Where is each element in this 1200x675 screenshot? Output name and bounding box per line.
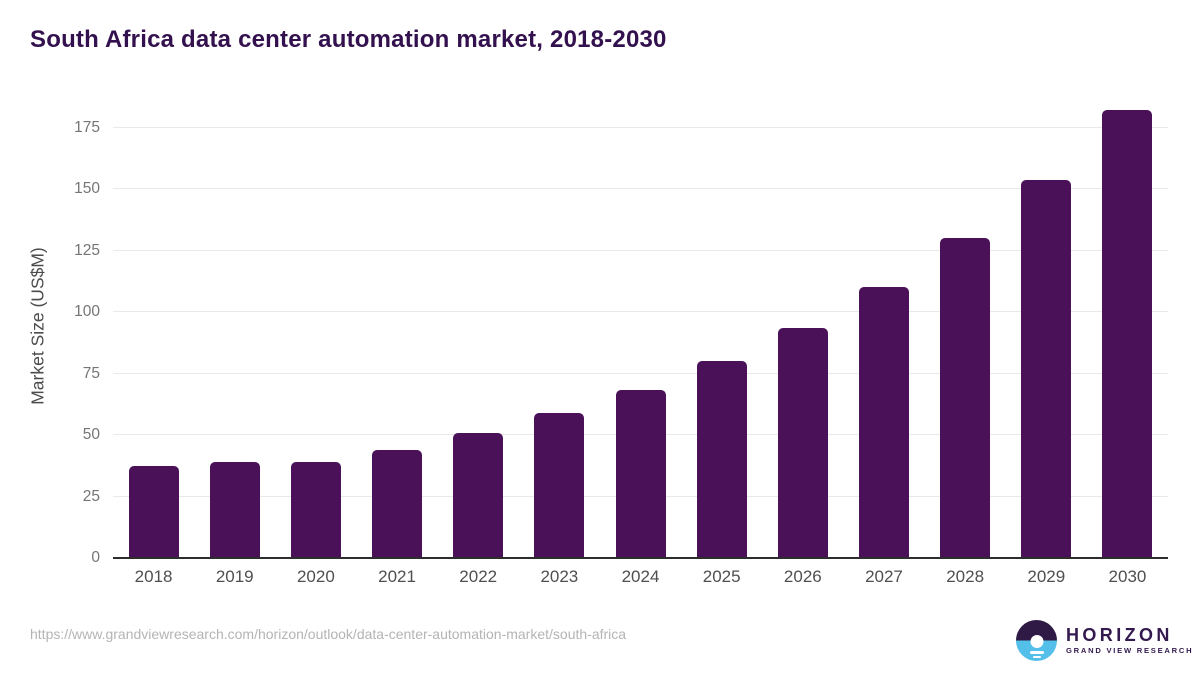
bar-slot: [600, 98, 681, 558]
x-tick-label: 2020: [296, 567, 335, 586]
logo-reflection-line-icon: [1029, 651, 1044, 654]
bar-slot: [925, 98, 1006, 558]
x-tick-label: 2027: [865, 567, 903, 586]
bar-2022: [453, 432, 504, 558]
x-tick-label: 2026: [783, 567, 822, 586]
x-tick-label: 2018: [134, 567, 173, 586]
bar-slot: [762, 98, 843, 558]
bar-slot: [194, 98, 275, 558]
bar-slot: [356, 98, 437, 558]
bar-2024: [615, 389, 666, 558]
logo-sun-icon: [1030, 635, 1043, 648]
y-tick-label: 75: [82, 364, 100, 382]
x-tick-label: 2030: [1108, 567, 1147, 586]
x-tick-label: 2029: [1027, 567, 1066, 586]
x-tick-label: 2025: [702, 567, 741, 586]
bar-slot: [1087, 98, 1168, 558]
logo-brand-text: HORIZON: [1066, 624, 1173, 645]
x-tick-label: 2028: [946, 567, 985, 586]
bar-slot: [438, 98, 519, 558]
logo-subtitle-text: GRAND VIEW RESEARCH: [1066, 646, 1194, 656]
bar-slot: [1006, 98, 1087, 558]
gridline: [113, 126, 1168, 128]
x-tick-label: 2023: [540, 567, 579, 586]
horizon-logo: HORIZON GRAND VIEW RESEARCH: [1016, 620, 1193, 661]
gridline: [113, 372, 1168, 374]
logo-reflection-line-icon: [1032, 656, 1041, 658]
y-tick-label: 175: [74, 118, 100, 136]
y-tick-label: 125: [74, 241, 100, 259]
y-tick-label: 0: [91, 549, 100, 566]
gridline: [113, 311, 1168, 313]
y-tick-label: 150: [74, 180, 100, 198]
bar-slot: [681, 98, 762, 558]
gridline: [113, 249, 1168, 251]
x-tick-label: 2024: [621, 567, 660, 586]
bar-2020: [290, 462, 341, 558]
x-tick-label: 2022: [459, 567, 498, 586]
x-tick-label: 2019: [215, 567, 254, 586]
logo-text-block: HORIZON GRAND VIEW RESEARCH: [1066, 624, 1194, 656]
chart-title: South Africa data center automation mark…: [30, 26, 667, 53]
x-tick-label: 2021: [378, 567, 416, 586]
bar-2019: [209, 462, 260, 558]
bar-2029: [1021, 180, 1072, 558]
bar-2021: [372, 449, 423, 558]
y-tick-label: 25: [82, 487, 100, 505]
bar-2030: [1102, 110, 1153, 558]
bar-2025: [696, 361, 747, 558]
x-axis-labels: 2018 2019 2020 2021 2022 2023 2024 2025 2026 2027…: [113, 567, 1168, 587]
bar-2018: [128, 465, 179, 558]
plot-area: 0 25 50 75 100 125 150 175: [74, 98, 1168, 566]
bar-2026: [777, 328, 828, 558]
gridline: [113, 188, 1168, 190]
bars-row: [113, 98, 1168, 558]
bar-2028: [940, 238, 991, 558]
bar-slot: [519, 98, 600, 558]
bar-slot: [843, 98, 924, 558]
y-tick-label: 50: [82, 426, 100, 444]
bar-2023: [534, 412, 585, 558]
y-axis-title: Market Size (US$M): [27, 247, 48, 405]
y-tick-label: 100: [74, 303, 100, 321]
bar-slot: [275, 98, 356, 558]
bar-2027: [858, 287, 909, 558]
bar-slot: [113, 98, 194, 558]
source-url: https://www.grandviewresearch.com/horizo…: [30, 626, 627, 642]
horizon-logo-icon: [1016, 620, 1057, 661]
x-axis-line: [113, 557, 1168, 559]
